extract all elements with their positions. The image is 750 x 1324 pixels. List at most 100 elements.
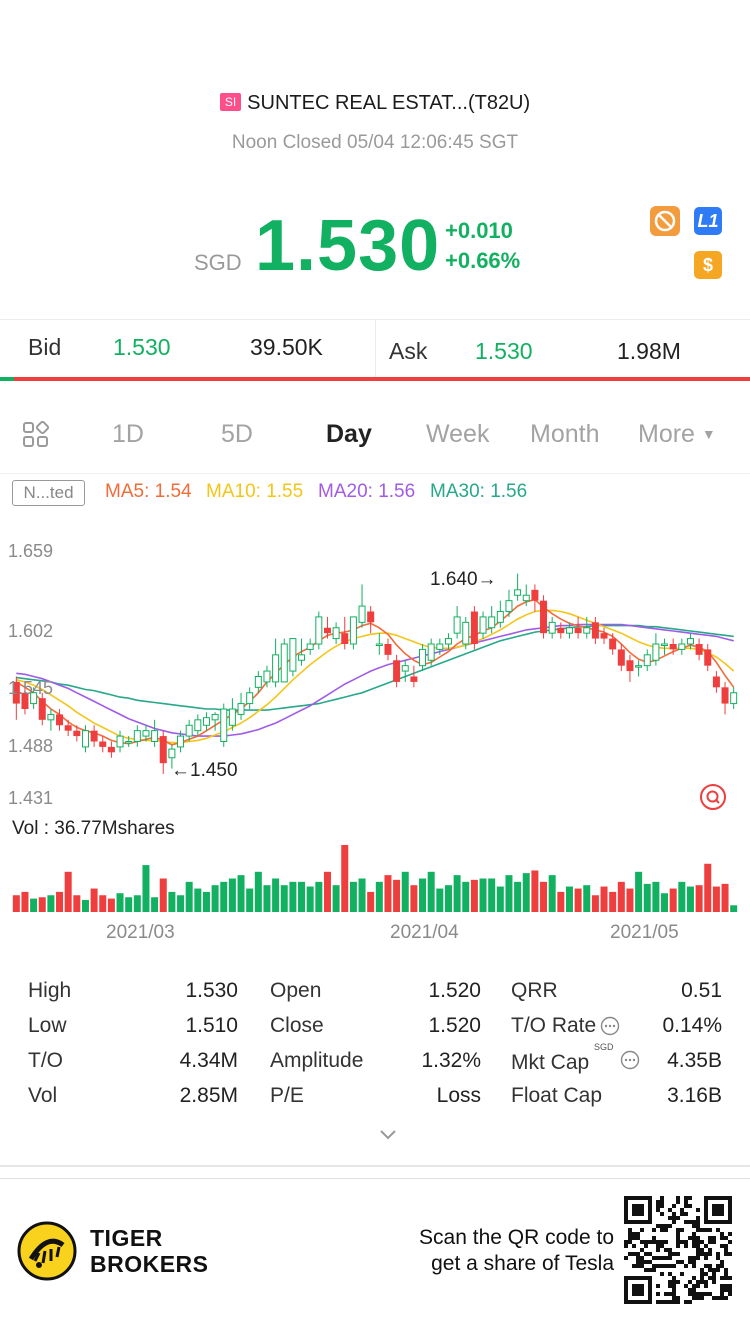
volume-bar	[254, 871, 262, 912]
tab-month[interactable]: Month	[530, 420, 600, 448]
candle-body	[116, 735, 124, 748]
candle-body	[540, 600, 548, 634]
qr-code[interactable]	[624, 1196, 732, 1304]
dollar-icon[interactable]: $	[694, 251, 722, 279]
change-percent: +0.66%	[445, 248, 521, 273]
qr-module	[692, 1264, 696, 1268]
qr-module	[712, 1268, 716, 1272]
qr-module	[696, 1244, 700, 1248]
candle-body	[263, 670, 271, 683]
mkt-cap-currency: SGD	[594, 1042, 614, 1052]
qr-module	[668, 1280, 672, 1284]
stock-title: SI SUNTEC REAL ESTAT...(T82U)	[0, 92, 750, 115]
qr-module	[692, 1236, 696, 1240]
candle-body	[695, 644, 703, 655]
candle-body	[107, 746, 115, 753]
candle-body	[185, 724, 193, 737]
level1-icon[interactable]: L1	[694, 207, 722, 235]
candle-body	[159, 736, 167, 764]
qr-module	[664, 1224, 668, 1228]
qr-module	[716, 1264, 720, 1268]
qr-module	[716, 1228, 720, 1232]
qr-module	[660, 1204, 664, 1208]
volume-bar	[151, 897, 159, 912]
qr-module	[652, 1264, 656, 1268]
tab-day[interactable]: Day	[326, 420, 372, 448]
qr-module	[708, 1236, 712, 1240]
qr-module	[656, 1300, 660, 1304]
candle-body	[488, 616, 496, 629]
qr-module	[636, 1260, 640, 1264]
qr-module	[728, 1252, 732, 1256]
qr-module	[724, 1296, 728, 1300]
candle-body	[177, 735, 185, 748]
volume-label: Vol : 36.77Mshares	[12, 818, 175, 839]
qr-module	[676, 1216, 680, 1220]
volume-bar	[349, 881, 357, 912]
qr-module	[704, 1228, 708, 1232]
qr-module	[692, 1284, 696, 1288]
info-icon[interactable]	[620, 1050, 640, 1075]
stat-label: Vol	[28, 1084, 58, 1107]
info-icon[interactable]	[600, 1016, 620, 1041]
volume-bar	[358, 878, 366, 912]
candle-body	[90, 730, 98, 742]
qr-module	[692, 1288, 696, 1292]
qr-module	[628, 1240, 632, 1244]
qr-module	[708, 1240, 712, 1244]
ma20-line	[16, 623, 734, 737]
candle-body	[38, 698, 46, 720]
volume-bar	[686, 886, 694, 912]
qr-module	[660, 1228, 664, 1232]
ma30-line	[16, 624, 734, 711]
qr-module	[696, 1248, 700, 1252]
qr-module	[696, 1228, 700, 1232]
tab-week[interactable]: Week	[426, 420, 490, 448]
candle-body	[669, 644, 677, 650]
qr-module	[688, 1300, 692, 1304]
candle-body	[712, 676, 720, 688]
no-margin-icon[interactable]	[650, 206, 680, 241]
qr-module	[656, 1240, 660, 1244]
candle-body	[272, 654, 280, 683]
volume-bar	[574, 888, 582, 912]
candle-body	[202, 717, 210, 726]
search-zoom-icon[interactable]	[699, 783, 727, 816]
qr-module	[716, 1252, 720, 1256]
tab-5d[interactable]: 5D	[221, 420, 253, 448]
candle-body	[73, 730, 81, 737]
tab-more[interactable]: More ▼	[638, 420, 716, 449]
qr-module	[676, 1280, 680, 1284]
qr-module	[640, 1260, 644, 1264]
qr-module	[728, 1292, 732, 1296]
tab-1d[interactable]: 1D	[112, 420, 144, 448]
candle-body	[323, 627, 331, 634]
bid-size: 39.50K	[250, 334, 323, 360]
qr-module	[668, 1208, 672, 1212]
expand-chevron-icon[interactable]	[378, 1125, 398, 1148]
candle-body	[626, 660, 634, 672]
qr-module	[688, 1292, 692, 1296]
qr-module	[728, 1240, 732, 1244]
qr-module	[624, 1244, 628, 1248]
volume-bar	[565, 886, 573, 912]
qr-module	[700, 1268, 704, 1272]
volume-bar	[64, 871, 72, 912]
indicator-toggle[interactable]: N...ted	[12, 480, 85, 506]
qr-module	[688, 1196, 692, 1200]
qr-module	[640, 1256, 644, 1260]
qr-module	[640, 1248, 644, 1252]
qr-module	[688, 1256, 692, 1260]
qr-module	[628, 1228, 632, 1232]
qr-module	[680, 1240, 684, 1244]
qr-module	[724, 1276, 728, 1280]
qr-module	[684, 1264, 688, 1268]
exchange-badge: SI	[219, 93, 242, 111]
stat-label: T/O	[28, 1049, 63, 1072]
volume-bar	[306, 886, 314, 912]
volume-bar	[617, 881, 625, 912]
grid-layout-icon[interactable]	[22, 420, 50, 454]
stat-value: 1.530	[185, 979, 238, 1002]
volume-bar	[496, 886, 504, 912]
